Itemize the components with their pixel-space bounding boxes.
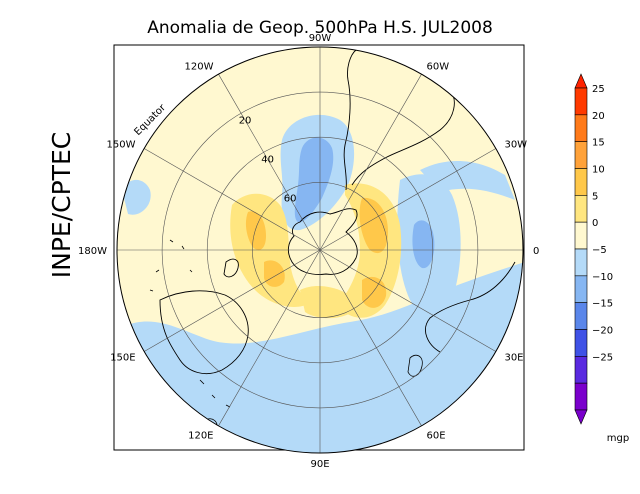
colorbar-swatch: [574, 302, 588, 330]
meridian-label: 60E: [427, 430, 446, 441]
colorbar-swatch: [574, 168, 588, 196]
meridian-label: 0: [533, 246, 539, 257]
meridian-line: [319, 148, 496, 251]
latitude-label: 40: [261, 154, 274, 165]
meridian-label: 90W: [309, 33, 332, 44]
meridian-label: 30E: [504, 353, 523, 364]
meridian-label: 180W: [78, 246, 107, 257]
colorbar-label: −5: [592, 245, 607, 256]
disc-outline: [116, 46, 524, 454]
meridian-label: 150E: [110, 353, 135, 364]
anomaly-negative-southeast-patch: [440, 347, 505, 395]
colorbar-label: 15: [592, 138, 605, 149]
colorbar-swatch: [574, 141, 588, 169]
meridian-line: [218, 249, 321, 426]
meridian-label: 90E: [310, 459, 329, 470]
meridian-line: [319, 249, 496, 352]
colorbar-label: 20: [592, 111, 605, 122]
polar-disc: [117, 47, 523, 453]
colorbar-label: 10: [592, 165, 605, 176]
anomaly-strong-positive-east: [359, 197, 388, 254]
latitude-label: 20: [239, 115, 252, 126]
colorbar-swatch: [574, 195, 588, 223]
colorbar-swatch: [574, 221, 588, 250]
colorbar: 25 20 15 10 5 0 −5 −10 −15 −20 −25: [574, 73, 613, 425]
colorbar-swatch: [574, 382, 588, 411]
meridian-line: [144, 148, 321, 251]
colorbar-bottom-arrow: [574, 409, 588, 425]
colorbar-swatch: [574, 275, 588, 303]
anomaly-negative-northeast-band: [420, 160, 515, 200]
latitude-labels: 20 40 60: [239, 115, 297, 204]
colorbar-swatch: [574, 248, 588, 277]
madagascar-outline: [407, 354, 423, 377]
meridian-labels: 90W 60W 30W 0 30E 60E 90E 120E 150E 180W 150W 120W: [78, 33, 539, 470]
meridian-label: 60W: [427, 62, 450, 73]
anomaly-negative-west-patch: [122, 179, 151, 215]
africa-outline: [425, 261, 516, 353]
colorbar-label: −25: [592, 352, 613, 363]
pacific-islands: [149, 239, 231, 408]
anomaly-positive-south-patch: [300, 285, 360, 319]
south-america-outline: [343, 49, 357, 191]
colorbar-swatch: [574, 356, 588, 384]
colorbar-label: 5: [592, 191, 598, 202]
meridian-line: [319, 74, 422, 251]
anomaly-strong-positive-west2: [264, 260, 285, 287]
colorbar-label: −15: [592, 299, 613, 310]
map-title: Anomalia de Geop. 500hPa H.S. JUL2008: [147, 18, 493, 38]
graticule: [117, 47, 523, 453]
colorbar-label: 25: [592, 84, 605, 95]
colorbar-label: −10: [592, 272, 613, 283]
anomaly-strong-negative-east: [412, 220, 435, 269]
meridian-line: [144, 249, 321, 352]
colorbar-swatch: [574, 329, 588, 357]
colorbar-label: 0: [592, 218, 598, 229]
latitude-label: 60: [284, 193, 297, 204]
meridian-label: 150W: [107, 140, 136, 151]
meridian-line: [319, 249, 422, 426]
meridian-label: 120W: [185, 62, 214, 73]
anomaly-negative-south-strip: [265, 413, 350, 453]
colorbar-unit: mgp: [607, 433, 629, 444]
institution-label: INPE/CPTEC: [47, 132, 76, 278]
colorbar-top-arrow: [574, 73, 588, 89]
colorbar-label: −20: [592, 326, 613, 337]
antarctica-outline: [287, 208, 358, 275]
meridian-line: [218, 74, 321, 251]
anomaly-strong-positive-west: [245, 211, 266, 251]
colorbar-swatch: [574, 87, 588, 116]
new-zealand-outline: [223, 258, 239, 278]
meridian-label: 120E: [188, 430, 213, 441]
colorbar-swatch: [574, 114, 588, 142]
meridian-label: 30W: [504, 140, 527, 151]
anomaly-strong-negative-north: [294, 137, 334, 223]
